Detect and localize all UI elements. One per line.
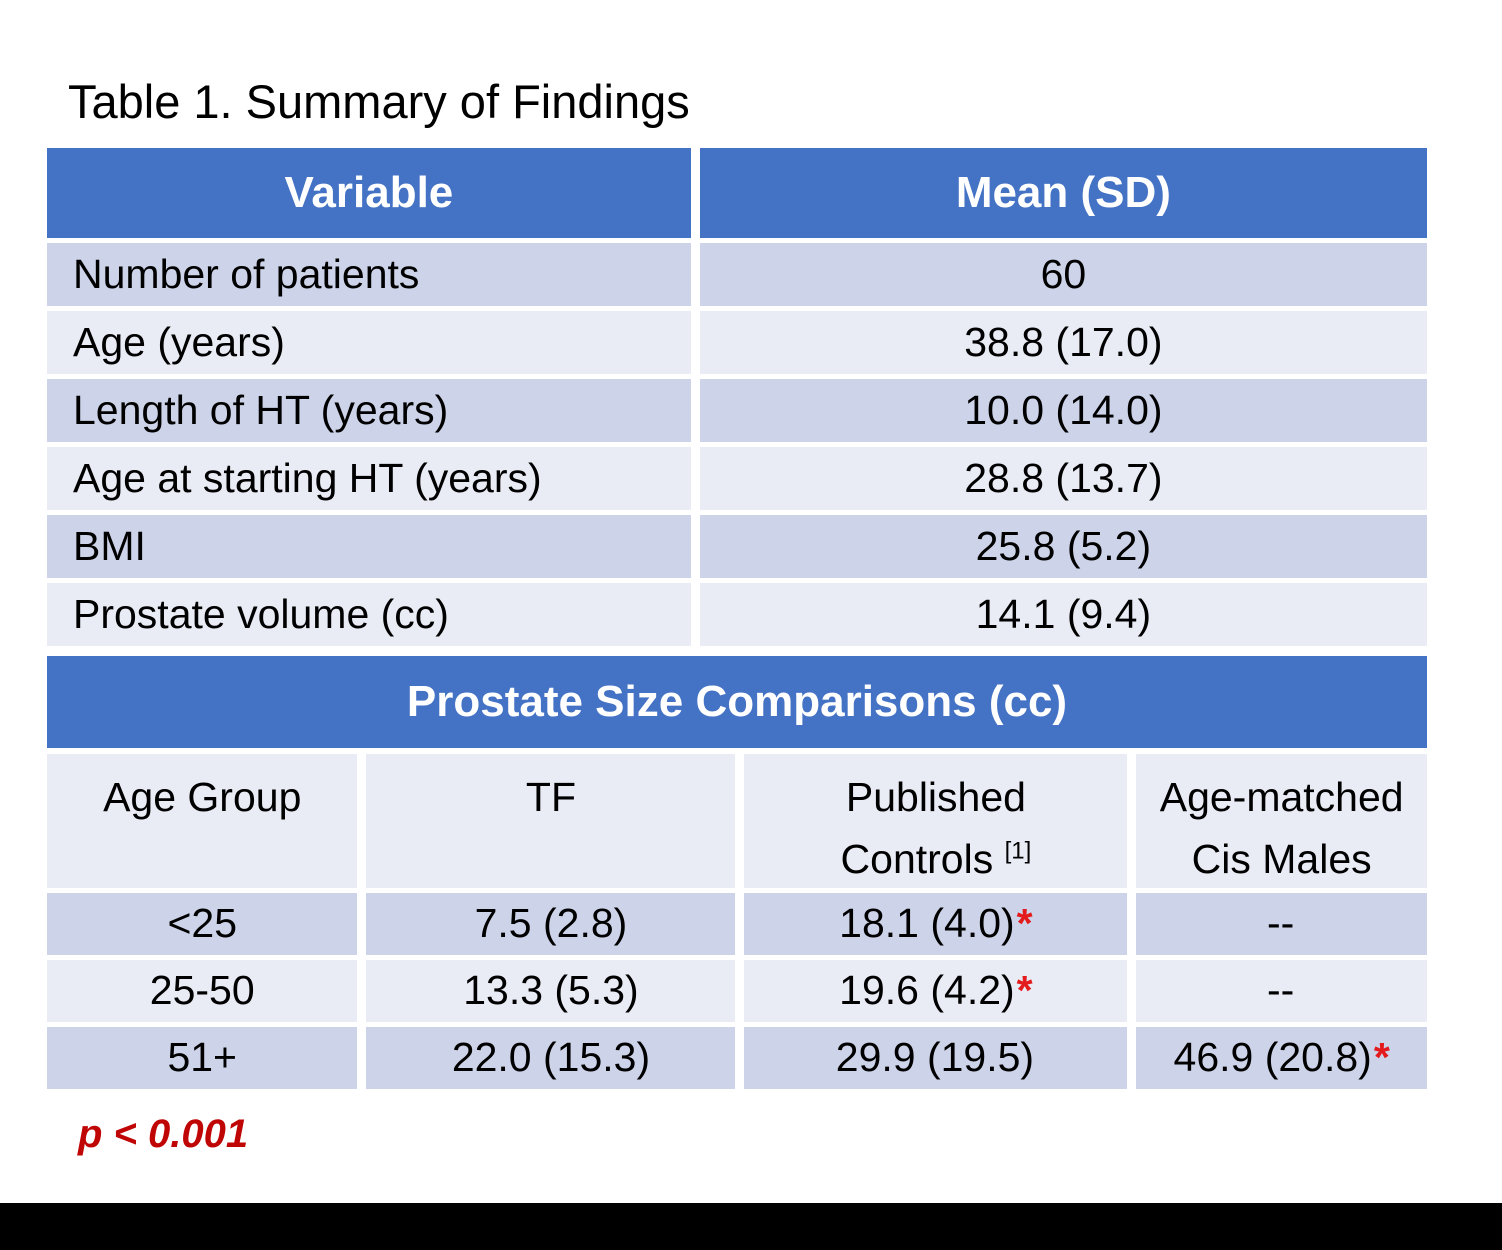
comparison-table: Age Group TF Published Controls [1] Age-…	[47, 754, 1427, 1089]
row-value: 28.8 (13.7)	[699, 447, 1427, 510]
section-header-prostate-size-comparisons: Prostate Size Comparisons (cc)	[47, 656, 1427, 748]
row-value: 10.0 (14.0)	[699, 379, 1427, 442]
row-label: Length of HT (years)	[47, 379, 691, 442]
published-controls-cell: 18.1 (4.0) *	[744, 893, 1128, 955]
cis-males-cell: --	[1136, 893, 1427, 955]
row-label: Age at starting HT (years)	[47, 447, 691, 510]
significance-asterisk: *	[1373, 1034, 1390, 1081]
header-line: Age Group	[103, 774, 302, 820]
significance-asterisk: *	[1016, 900, 1033, 947]
cis-males-cell: --	[1136, 960, 1427, 1022]
header-line: Cis Males	[1191, 836, 1372, 882]
header-line: Age-matched	[1159, 774, 1404, 820]
row-label: Age (years)	[47, 311, 691, 374]
header-line: Published	[845, 774, 1026, 820]
row-label: Number of patients	[47, 243, 691, 306]
summary-table: Variable Mean (SD) Number of patients 60…	[47, 148, 1427, 646]
tf-cell: 22.0 (15.3)	[366, 1027, 736, 1089]
header-line: Controls [1]	[840, 836, 1032, 882]
row-label: BMI	[47, 515, 691, 578]
column-header-age-matched-cis-males: Age-matched Cis Males	[1136, 754, 1427, 888]
age-group-cell: <25	[47, 893, 358, 955]
published-controls-cell: 29.9 (19.5)	[744, 1027, 1128, 1089]
column-header-tf: TF	[366, 754, 736, 888]
published-controls-cell: 19.6 (4.2) *	[744, 960, 1128, 1022]
tf-cell: 7.5 (2.8)	[366, 893, 736, 955]
column-header-mean-sd: Mean (SD)	[699, 148, 1427, 238]
row-value: 38.8 (17.0)	[699, 311, 1427, 374]
row-label: Prostate volume (cc)	[47, 583, 691, 646]
bottom-black-bar	[0, 1203, 1502, 1250]
table-title: Table 1. Summary of Findings	[68, 75, 690, 128]
row-value: 25.8 (5.2)	[699, 515, 1427, 578]
header-line: TF	[525, 774, 577, 820]
tf-cell: 13.3 (5.3)	[366, 960, 736, 1022]
p-value-footnote: p < 0.001	[78, 1112, 249, 1156]
row-value: 14.1 (9.4)	[699, 583, 1427, 646]
reference-superscript: [1]	[1004, 837, 1032, 865]
age-group-cell: 25-50	[47, 960, 358, 1022]
column-header-age-group: Age Group	[47, 754, 358, 888]
cis-males-cell: 46.9 (20.8) *	[1136, 1027, 1427, 1089]
column-header-published-controls: Published Controls [1]	[744, 754, 1128, 888]
age-group-cell: 51+	[47, 1027, 358, 1089]
column-header-variable: Variable	[47, 148, 691, 238]
row-value: 60	[699, 243, 1427, 306]
significance-asterisk: *	[1016, 967, 1033, 1014]
